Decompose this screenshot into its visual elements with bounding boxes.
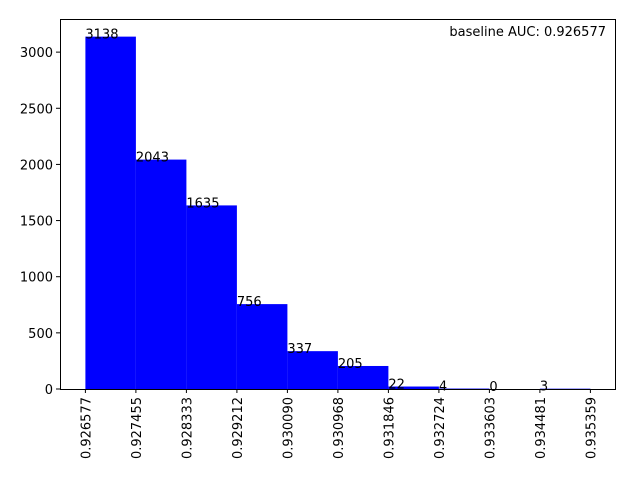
x-tick-label: 0.928333	[180, 397, 195, 459]
x-tick-label: 0.934481	[534, 397, 549, 459]
y-tick-label: 1500	[20, 215, 53, 230]
x-tick-label: 0.930090	[281, 397, 296, 459]
bar-value-label: 3	[540, 380, 548, 395]
bar-value-label: 2043	[136, 151, 169, 166]
histogram-bar	[287, 351, 338, 389]
histogram-bar	[186, 205, 237, 389]
x-tick-label: 0.931846	[382, 397, 397, 459]
bar-value-label: 3138	[85, 28, 118, 43]
x-axis: 0.926577 0.927455 0.928333 0.929212 0.930090…	[79, 389, 599, 459]
histogram-bar	[85, 36, 136, 390]
y-tick-label: 500	[28, 327, 53, 342]
x-tick-label: 0.926577	[79, 397, 94, 459]
x-tick-label: 0.932724	[433, 397, 448, 459]
bar-value-label: 337	[287, 342, 312, 357]
x-tick-label: 0.929212	[231, 397, 246, 459]
y-tick-label: 2500	[20, 102, 53, 117]
histogram-bar	[135, 159, 187, 389]
x-tick-label: 0.927455	[130, 397, 145, 459]
x-tick-label: 0.933603	[483, 397, 498, 459]
x-tick-label: 0.930968	[332, 397, 347, 459]
y-tick-label: 3000	[20, 46, 53, 61]
baseline-auc-annotation: baseline AUC: 0.926577	[449, 25, 606, 40]
bar-value-label: 0	[489, 380, 497, 395]
bar-labels-group: 3138 2043 1635 756 337 205 22 4 0 3	[85, 28, 548, 395]
histogram-bar	[337, 365, 389, 389]
bar-value-label: 22	[388, 378, 405, 393]
bar-value-label: 205	[338, 357, 363, 372]
x-tick-label: 0.935359	[584, 397, 599, 459]
bars-group	[85, 36, 591, 390]
bar-value-label: 756	[237, 295, 262, 310]
y-tick-label: 1000	[20, 271, 53, 286]
histogram-bar	[236, 304, 288, 389]
y-tick-label: 2000	[20, 158, 53, 173]
y-tick-label: 0	[45, 383, 53, 398]
bar-value-label: 4	[439, 380, 447, 395]
histogram-bar	[388, 386, 439, 389]
y-axis: 0 500 1000 1500 2000 2500 3000	[20, 46, 60, 398]
bar-value-label: 1635	[186, 196, 219, 211]
